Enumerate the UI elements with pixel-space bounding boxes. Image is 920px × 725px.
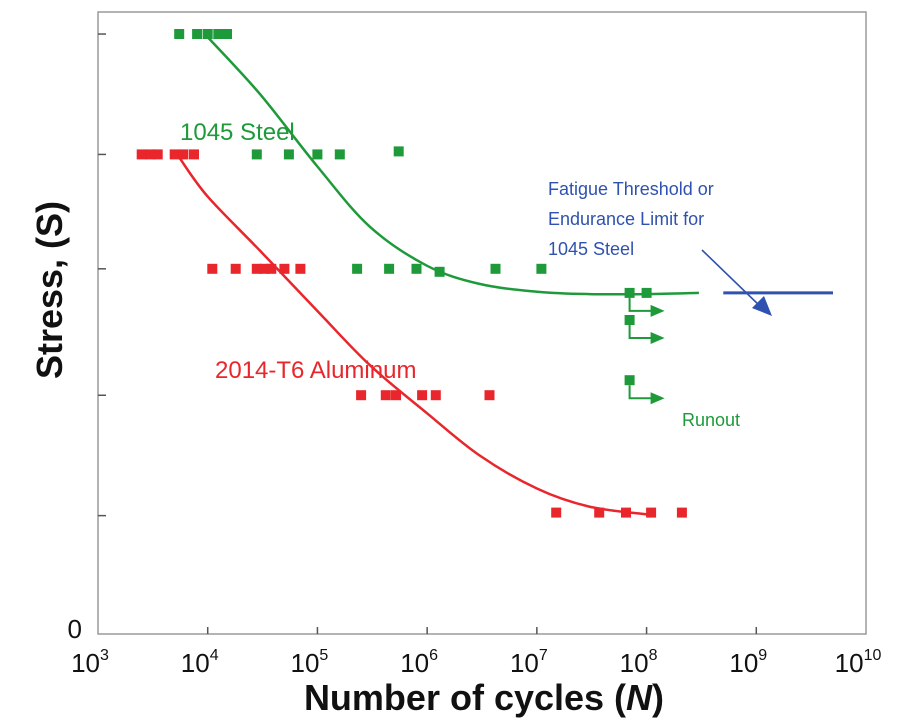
data-point-s1-22 [646,507,657,518]
x-tick-label-3: 106 [400,647,438,678]
data-point-s1-0 [136,149,147,160]
data-point-s1-18 [484,390,495,401]
x-tick-label-4: 107 [510,647,548,678]
data-point-s0-8 [334,149,345,160]
data-point-s0-3 [213,29,224,39]
runout-stem-1 [628,325,653,339]
data-point-s1-23 [676,507,687,518]
fatigue-label-line-3: 1045 Steel [548,239,634,259]
y-axis-ticks: 0 [68,33,106,644]
data-point-s0-9 [393,146,404,157]
data-point-s1-4 [178,149,189,160]
x-axis-title-var: N [626,677,653,718]
data-point-s0-4 [222,29,232,39]
x-axis-title: Number of cycles (N) [304,677,664,718]
plot-frame [97,11,867,635]
data-point-s0-14 [490,263,501,274]
data-point-s0-19 [624,375,635,386]
data-point-s0-12 [411,263,422,274]
data-point-s1-3 [169,149,180,160]
data-point-s1-2 [152,149,163,160]
data-point-s1-1 [145,149,156,160]
data-point-s1-16 [417,390,428,401]
runout-arrowhead-2 [650,392,665,405]
x-tick-label-6: 109 [729,647,767,678]
data-point-s1-20 [594,507,605,518]
runout-arrows [628,297,665,405]
data-point-s1-10 [266,263,277,274]
fatigue-label-line-1: Fatigue Threshold or [548,179,714,199]
data-point-s1-17 [430,390,441,401]
data-point-s0-13 [434,266,445,277]
fit-curve-1 [178,156,647,516]
data-point-s0-15 [536,263,547,274]
runout-arrowhead-0 [650,304,665,317]
data-point-s0-6 [283,149,294,160]
data-point-s0-16 [624,287,635,298]
data-point-s1-6 [207,263,218,274]
steel-series-label: 1045 Steel [180,119,295,146]
data-point-s0-11 [384,263,395,274]
x-tick-label-2: 105 [291,647,329,678]
data-point-s1-12 [295,263,306,274]
runout-stem-2 [628,385,653,400]
data-point-s0-7 [312,149,323,160]
data-point-s1-11 [279,263,290,274]
data-point-s0-1 [192,29,203,39]
fatigue-arrowhead [752,296,772,316]
data-point-s1-7 [230,263,241,274]
aluminum-series-label: 2014-T6 Aluminum [215,357,416,384]
fatigue-annotation-arrow [701,249,763,309]
data-point-s1-14 [380,390,391,401]
runout-label: Runout [682,410,740,430]
data-point-s0-17 [641,287,652,298]
x-axis-ticks: 103 104 105 106 107 108 109 1010 [71,627,881,678]
x-axis-title-close: ) [652,677,664,718]
data-point-s1-13 [356,390,367,401]
data-point-s1-15 [391,390,401,401]
x-tick-label-1: 104 [181,647,219,678]
runout-arrowhead-1 [650,332,665,344]
fatigue-label-line-2: Endurance Limit for [548,209,704,229]
data-point-s0-2 [202,29,213,39]
x-tick-label-5: 108 [620,647,658,678]
y-axis-title: Stress, (S) [29,201,70,379]
data-point-s1-5 [189,149,199,160]
data-point-s0-5 [251,149,262,160]
data-point-s1-9 [259,263,270,274]
data-points [136,29,687,518]
data-point-s1-21 [621,507,631,518]
y-tick-label-0: 0 [68,614,82,644]
data-point-s1-19 [551,507,562,518]
runout-stem-0 [628,297,653,312]
data-point-s0-10 [352,263,363,274]
data-point-s0-0 [174,29,185,39]
data-point-s1-8 [251,263,262,274]
x-axis-title-text: Number of cycles ( [304,677,626,718]
data-point-s0-18 [624,315,635,325]
x-tick-label-7: 1010 [835,647,882,678]
x-tick-label-0: 103 [71,647,109,678]
